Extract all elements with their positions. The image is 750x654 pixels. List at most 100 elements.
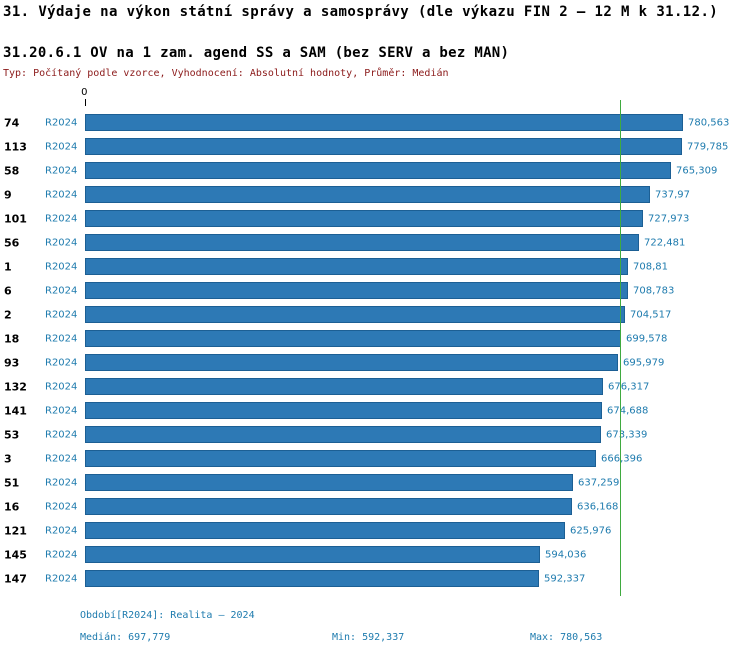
axis-origin-label: 0 (81, 87, 88, 98)
value-label: 765,309 (676, 165, 718, 177)
chart-row: 16 R2024 636,168 (0, 495, 750, 519)
series-label: R2024 (45, 285, 78, 297)
report-meta-line: Typ: Počítaný podle vzorce, Vyhodnocení:… (3, 68, 449, 79)
series-label: R2024 (45, 213, 78, 225)
value-label: 636,168 (577, 501, 619, 513)
series-label: R2024 (45, 261, 78, 273)
value-label: 704,517 (630, 309, 672, 321)
median-stat: Medián: 697,779 (80, 632, 171, 643)
value-label: 699,578 (626, 333, 668, 345)
series-label: R2024 (45, 333, 78, 345)
series-label: R2024 (45, 381, 78, 393)
bar (85, 450, 596, 467)
period-label: Období[R2024]: Realita – 2024 (80, 610, 255, 621)
chart-row: 58 R2024 765,309 (0, 159, 750, 183)
bar (85, 378, 603, 395)
value-label: 625,976 (570, 525, 612, 537)
chart-row: 147 R2024 592,337 (0, 567, 750, 591)
chart-row: 145 R2024 594,036 (0, 543, 750, 567)
max-stat: Max: 780,563 (530, 632, 603, 643)
category-label: 56 (4, 236, 20, 250)
chart-row: 132 R2024 676,317 (0, 375, 750, 399)
value-label: 780,563 (688, 117, 730, 129)
report-subtitle: 31.20.6.1 OV na 1 zam. agend SS a SAM (b… (3, 45, 510, 61)
bar (85, 162, 671, 179)
median-line (620, 100, 621, 596)
value-label: 708,783 (633, 285, 675, 297)
chart-row: 3 R2024 666,396 (0, 447, 750, 471)
value-label: 592,337 (544, 573, 586, 585)
series-label: R2024 (45, 237, 78, 249)
category-label: 18 (4, 332, 20, 346)
chart-row: 53 R2024 673,339 (0, 423, 750, 447)
category-label: 145 (4, 548, 27, 562)
category-label: 1 (4, 260, 12, 274)
value-label: 637,259 (578, 477, 620, 489)
category-label: 147 (4, 572, 27, 586)
series-label: R2024 (45, 549, 78, 561)
chart-row: 18 R2024 699,578 (0, 327, 750, 351)
bar (85, 546, 540, 563)
bar (85, 426, 601, 443)
series-label: R2024 (45, 453, 78, 465)
category-label: 2 (4, 308, 12, 322)
series-label: R2024 (45, 477, 78, 489)
category-label: 51 (4, 476, 20, 490)
bar (85, 354, 618, 371)
value-label: 674,688 (607, 405, 649, 417)
category-label: 132 (4, 380, 27, 394)
category-label: 3 (4, 452, 12, 466)
category-label: 9 (4, 188, 12, 202)
series-label: R2024 (45, 405, 78, 417)
bar (85, 474, 573, 491)
chart-row: 9 R2024 737,97 (0, 183, 750, 207)
category-label: 93 (4, 356, 20, 370)
value-label: 695,979 (623, 357, 665, 369)
chart-row: 51 R2024 637,259 (0, 471, 750, 495)
series-label: R2024 (45, 141, 78, 153)
bar (85, 306, 625, 323)
category-label: 16 (4, 500, 20, 514)
chart-rows: 74 R2024 780,563 113 R2024 779,785 58 R2… (0, 111, 750, 591)
chart-row: 74 R2024 780,563 (0, 111, 750, 135)
series-label: R2024 (45, 525, 78, 537)
value-label: 673,339 (606, 429, 648, 441)
bar (85, 210, 643, 227)
chart-row: 2 R2024 704,517 (0, 303, 750, 327)
value-label: 666,396 (601, 453, 643, 465)
series-label: R2024 (45, 189, 78, 201)
min-stat: Min: 592,337 (332, 632, 405, 643)
category-label: 53 (4, 428, 20, 442)
bar (85, 522, 565, 539)
chart-row: 101 R2024 727,973 (0, 207, 750, 231)
bar (85, 234, 639, 251)
series-label: R2024 (45, 501, 78, 513)
series-label: R2024 (45, 429, 78, 441)
bar (85, 114, 683, 131)
series-label: R2024 (45, 573, 78, 585)
category-label: 121 (4, 524, 27, 538)
chart-row: 56 R2024 722,481 (0, 231, 750, 255)
series-label: R2024 (45, 165, 78, 177)
category-label: 6 (4, 284, 12, 298)
value-label: 727,973 (648, 213, 690, 225)
value-label: 594,036 (545, 549, 587, 561)
bar (85, 570, 539, 587)
horizontal-bar-chart: 0 74 R2024 780,563 113 R2024 779,785 58 … (0, 86, 750, 604)
category-label: 58 (4, 164, 20, 178)
chart-row: 113 R2024 779,785 (0, 135, 750, 159)
value-label: 722,481 (644, 237, 686, 249)
chart-row: 93 R2024 695,979 (0, 351, 750, 375)
value-label: 737,97 (655, 189, 690, 201)
category-label: 141 (4, 404, 27, 418)
series-label: R2024 (45, 357, 78, 369)
bar (85, 186, 650, 203)
axis-origin-tick (85, 99, 86, 106)
bar (85, 402, 602, 419)
chart-row: 1 R2024 708,81 (0, 255, 750, 279)
chart-row: 6 R2024 708,783 (0, 279, 750, 303)
value-label: 708,81 (633, 261, 668, 273)
bar (85, 138, 682, 155)
value-label: 779,785 (687, 141, 729, 153)
